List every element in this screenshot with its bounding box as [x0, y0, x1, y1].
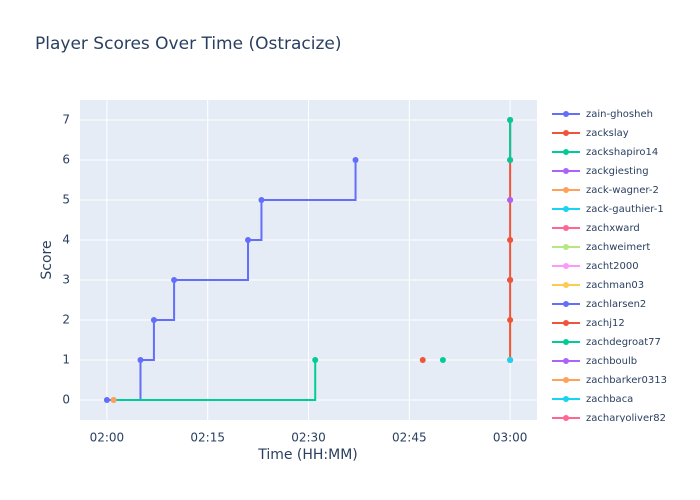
legend-item[interactable]: zain-ghosheh [552, 109, 653, 120]
series-line [113, 360, 317, 401]
legend-label: zachj12 [586, 318, 625, 329]
legend-label: zachshapiro [586, 432, 646, 443]
legend-marker [563, 111, 569, 117]
legend-label: zachbarker0313 [586, 375, 667, 386]
data-point [507, 277, 514, 283]
legend-marker [563, 301, 569, 307]
legend-item[interactable]: zachman03 [552, 280, 644, 291]
legend-marker [563, 320, 569, 326]
data-point [137, 357, 144, 363]
legend-label: zachbaca [586, 394, 633, 405]
y-tick-label: 7 [62, 113, 70, 127]
legend-item[interactable]: zachbarker0313 [552, 375, 667, 386]
data-point [507, 117, 514, 123]
legend-marker [563, 434, 569, 440]
legend-label: zachlarsen2 [586, 299, 646, 310]
x-axis-title: Time (HH:MM) [257, 447, 358, 463]
data-point [419, 357, 426, 363]
legend-item[interactable]: zack-gauthier-1 [552, 204, 664, 215]
legend-marker [563, 358, 569, 364]
legend-item[interactable]: zachxward [552, 223, 640, 234]
legend-item[interactable]: zacht2000 [552, 261, 639, 272]
legend-marker [563, 396, 569, 402]
x-tick-label: 02:45 [392, 431, 427, 445]
data-point [507, 197, 514, 203]
y-tick-label: 3 [62, 273, 70, 287]
legend-marker [563, 282, 569, 288]
data-point [507, 157, 514, 163]
data-point [439, 357, 446, 363]
y-tick-label: 6 [62, 153, 70, 167]
legend-label: zackgiesting [586, 166, 649, 177]
x-tick-label: 02:00 [90, 431, 125, 445]
data-point [258, 197, 265, 203]
y-tick-label: 0 [62, 393, 70, 407]
legend-marker [563, 168, 569, 174]
legend-item[interactable]: zacharyoliver82 [552, 413, 666, 424]
legend-item[interactable]: zachlarsen2 [552, 299, 646, 310]
y-tick-label: 2 [62, 313, 70, 327]
legend-label: zack-wagner-2 [586, 185, 659, 196]
legend-marker [563, 244, 569, 250]
legend-marker [563, 263, 569, 269]
y-tick-label: 4 [62, 233, 70, 247]
legend-label: zack-gauthier-1 [586, 204, 664, 215]
legend-marker [563, 149, 569, 155]
y-tick-label: 5 [62, 193, 70, 207]
legend-marker [563, 130, 569, 136]
legend-label: zachweimert [586, 242, 650, 253]
data-point [507, 317, 514, 323]
legend-label: zachboulb [586, 356, 637, 367]
legend-marker [563, 415, 569, 421]
x-tick-label: 02:30 [291, 431, 326, 445]
legend-label: zachman03 [586, 280, 644, 291]
legend-item[interactable]: zackgiesting [552, 166, 649, 177]
data-point [507, 237, 514, 243]
legend-item[interactable]: zachdegroat77 [552, 337, 661, 348]
y-tick-label: 1 [62, 353, 70, 367]
legend-item[interactable]: zackshapiro14 [552, 147, 658, 158]
data-point [352, 157, 359, 163]
legend-marker [563, 206, 569, 212]
y-axis-title: Score [39, 240, 55, 279]
legend-item[interactable]: zachshapiro [552, 432, 646, 443]
data-point [171, 277, 178, 283]
legend-marker [563, 339, 569, 345]
legend-marker [563, 225, 569, 231]
legend-item[interactable]: zachboulb [552, 356, 637, 367]
chart-title: Player Scores Over Time (Ostracize) [35, 34, 342, 54]
legend-label: zachxward [586, 223, 640, 234]
legend-marker [563, 187, 569, 193]
legend-item[interactable]: zachj12 [552, 318, 625, 329]
legend-label: zacharyoliver82 [586, 413, 666, 424]
legend-marker [563, 377, 569, 383]
legend-label: zain-ghosheh [586, 109, 653, 120]
data-point [245, 237, 252, 243]
legend-item[interactable]: zack-wagner-2 [552, 185, 659, 196]
series-layer [103, 117, 514, 403]
data-point [103, 397, 110, 403]
x-tick-label: 03:00 [493, 431, 528, 445]
data-point [312, 357, 319, 363]
legend-label: zacht2000 [586, 261, 639, 272]
legend-label: zackslay [586, 128, 629, 139]
data-point [150, 317, 157, 323]
data-point [507, 357, 514, 363]
legend: zain-ghosheh zackslay zackshapiro14 zackgie… [552, 109, 667, 443]
data-point [110, 397, 117, 403]
legend-item[interactable]: zachbaca [552, 394, 633, 405]
legend-label: zackshapiro14 [586, 147, 658, 158]
legend-item[interactable]: zachweimert [552, 242, 650, 253]
legend-item[interactable]: zackslay [552, 128, 629, 139]
x-tick-label: 02:15 [190, 431, 225, 445]
legend-label: zachdegroat77 [586, 337, 661, 348]
